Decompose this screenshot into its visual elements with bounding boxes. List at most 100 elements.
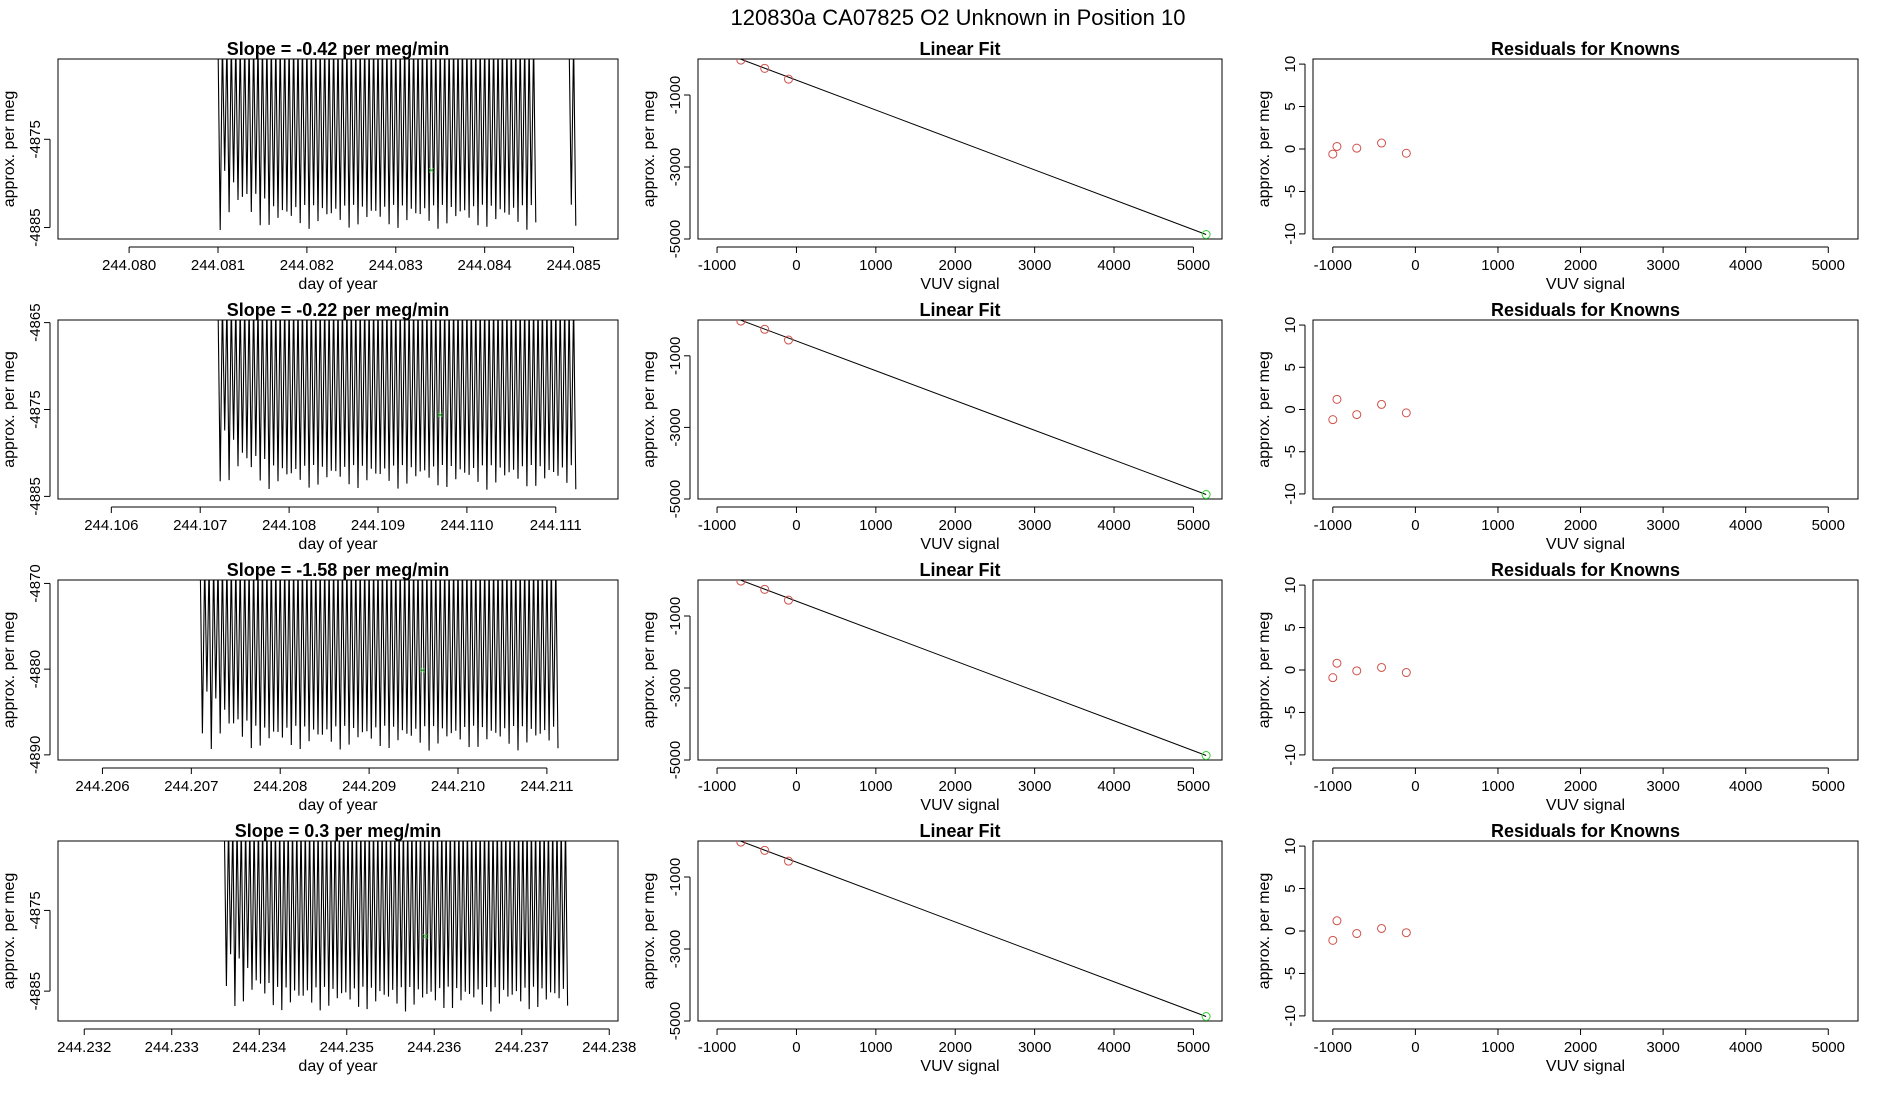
known-point [719, 831, 727, 839]
x-axis-label: VUV signal [1546, 276, 1625, 293]
residual-point [1332, 141, 1342, 151]
plot-area [716, 568, 1211, 760]
plot-frame [697, 58, 1223, 240]
known-point [719, 310, 727, 318]
unknown-point [1201, 490, 1211, 499]
plot-area [1328, 394, 1411, 425]
known-point [736, 320, 746, 326]
x-axis-label: VUV signal [1546, 1058, 1625, 1075]
y-tick-label: -3000 [667, 148, 684, 186]
unknown-point [1201, 1012, 1211, 1021]
x-tick-label: 0 [792, 257, 800, 274]
known-point [736, 59, 746, 65]
chart-title: Linear Fit [919, 39, 1000, 59]
chart-panel: Linear Fit -1000 0 1000 2000 3000 4000 5000 VUV … [641, 39, 1223, 293]
x-tick-label: 5000 [1177, 517, 1210, 534]
known-point [716, 829, 724, 837]
y-tick-label: 5 [1282, 884, 1299, 892]
plot-frame [697, 840, 1223, 1022]
x-tick-label: 0 [792, 778, 800, 795]
y-tick-label: -4890 [27, 736, 44, 774]
y-axis-label: approx. per meg [1, 612, 18, 729]
x-tick-label: -1000 [1314, 257, 1352, 274]
x-tick-label: 0 [792, 1039, 800, 1056]
series-line [217, 320, 577, 490]
residual-point [1328, 415, 1338, 425]
y-tick-label: -4870 [27, 564, 44, 602]
known-point [716, 568, 724, 576]
y-tick-label: 10 [1282, 56, 1299, 73]
known-point [716, 308, 724, 316]
x-tick-label: 1000 [1481, 1039, 1514, 1056]
x-tick-label: 2000 [939, 778, 972, 795]
series-line [217, 59, 577, 231]
residual-point [1328, 935, 1338, 945]
x-tick-label: 244.084 [458, 257, 512, 274]
y-tick-label: -10 [1282, 1005, 1299, 1027]
series-line [199, 580, 559, 751]
x-axis-label: day of year [298, 536, 378, 553]
known-point [784, 856, 794, 866]
x-tick-label: -1000 [1314, 778, 1352, 795]
residual-point [1377, 138, 1387, 148]
x-tick-label: 244.082 [280, 257, 334, 274]
chart-panel: Slope = -1.58 per meg/min 244.206 244.207 2… [1, 560, 619, 814]
x-tick-label: 244.207 [164, 778, 218, 795]
y-tick-label: 10 [1282, 838, 1299, 855]
x-tick-label: -1000 [1314, 517, 1352, 534]
residual-point [1401, 928, 1411, 938]
y-axis-label: approx. per meg [641, 351, 658, 468]
plot-frame [1312, 840, 1859, 1022]
x-tick-label: 244.234 [232, 1039, 286, 1056]
plot-frame [697, 319, 1223, 500]
y-tick-label: -5000 [667, 480, 684, 518]
chart-panel: Residuals for Knowns -1000 0 1000 2000 3000 40… [1256, 821, 1859, 1075]
x-tick-label: 5000 [1812, 517, 1845, 534]
fit-line [738, 580, 1207, 756]
chart-panel: Residuals for Knowns -1000 0 1000 2000 3000 40… [1256, 560, 1859, 814]
x-tick-label: 244.111 [530, 517, 582, 534]
x-tick-label: 5000 [1177, 257, 1210, 274]
x-tick-label: 1000 [1481, 257, 1514, 274]
known-point [719, 49, 727, 57]
plot-frame [697, 579, 1223, 761]
y-axis-label: approx. per meg [1256, 351, 1273, 468]
y-tick-label: -5 [1282, 706, 1299, 719]
y-tick-label: -5 [1282, 445, 1299, 458]
x-tick-label: 244.206 [75, 778, 129, 795]
x-tick-label: 2000 [1564, 778, 1597, 795]
x-tick-label: 3000 [1646, 517, 1679, 534]
x-tick-label: 244.110 [440, 517, 493, 534]
y-tick-label: -4875 [27, 390, 44, 428]
x-tick-label: 244.210 [431, 778, 485, 795]
y-axis-label: approx. per meg [641, 91, 658, 208]
chart-title: Residuals for Knowns [1491, 39, 1680, 59]
x-axis-label: VUV signal [1546, 536, 1625, 553]
y-axis-label: approx. per meg [1, 873, 18, 990]
y-tick-label: 10 [1282, 577, 1299, 594]
y-tick-label: -4885 [27, 208, 44, 246]
x-tick-label: 5000 [1812, 1039, 1845, 1056]
residual-point [1328, 673, 1338, 683]
known-point [760, 845, 770, 855]
x-axis-label: VUV signal [1546, 797, 1625, 814]
y-tick-label: -4885 [27, 972, 44, 1010]
plot-frame [1312, 319, 1859, 500]
x-tick-label: 244.109 [351, 517, 405, 534]
y-tick-label: -4875 [27, 891, 44, 929]
chart-panel: Residuals for Knowns -1000 0 1000 2000 3000 40… [1256, 39, 1859, 293]
x-tick-label: -1000 [698, 778, 736, 795]
y-tick-label: 0 [1282, 405, 1299, 413]
known-point [760, 324, 770, 334]
unknown-marker: × [437, 410, 443, 422]
x-tick-label: 244.209 [342, 778, 396, 795]
unknown-marker: × [419, 665, 425, 677]
known-point [716, 47, 724, 55]
x-tick-label: 4000 [1097, 1039, 1130, 1056]
plot-area: × [199, 580, 559, 751]
plot-frame [1312, 579, 1859, 761]
residual-point [1332, 394, 1342, 404]
x-tick-label: 244.211 [520, 778, 573, 795]
x-tick-label: 244.108 [262, 517, 316, 534]
